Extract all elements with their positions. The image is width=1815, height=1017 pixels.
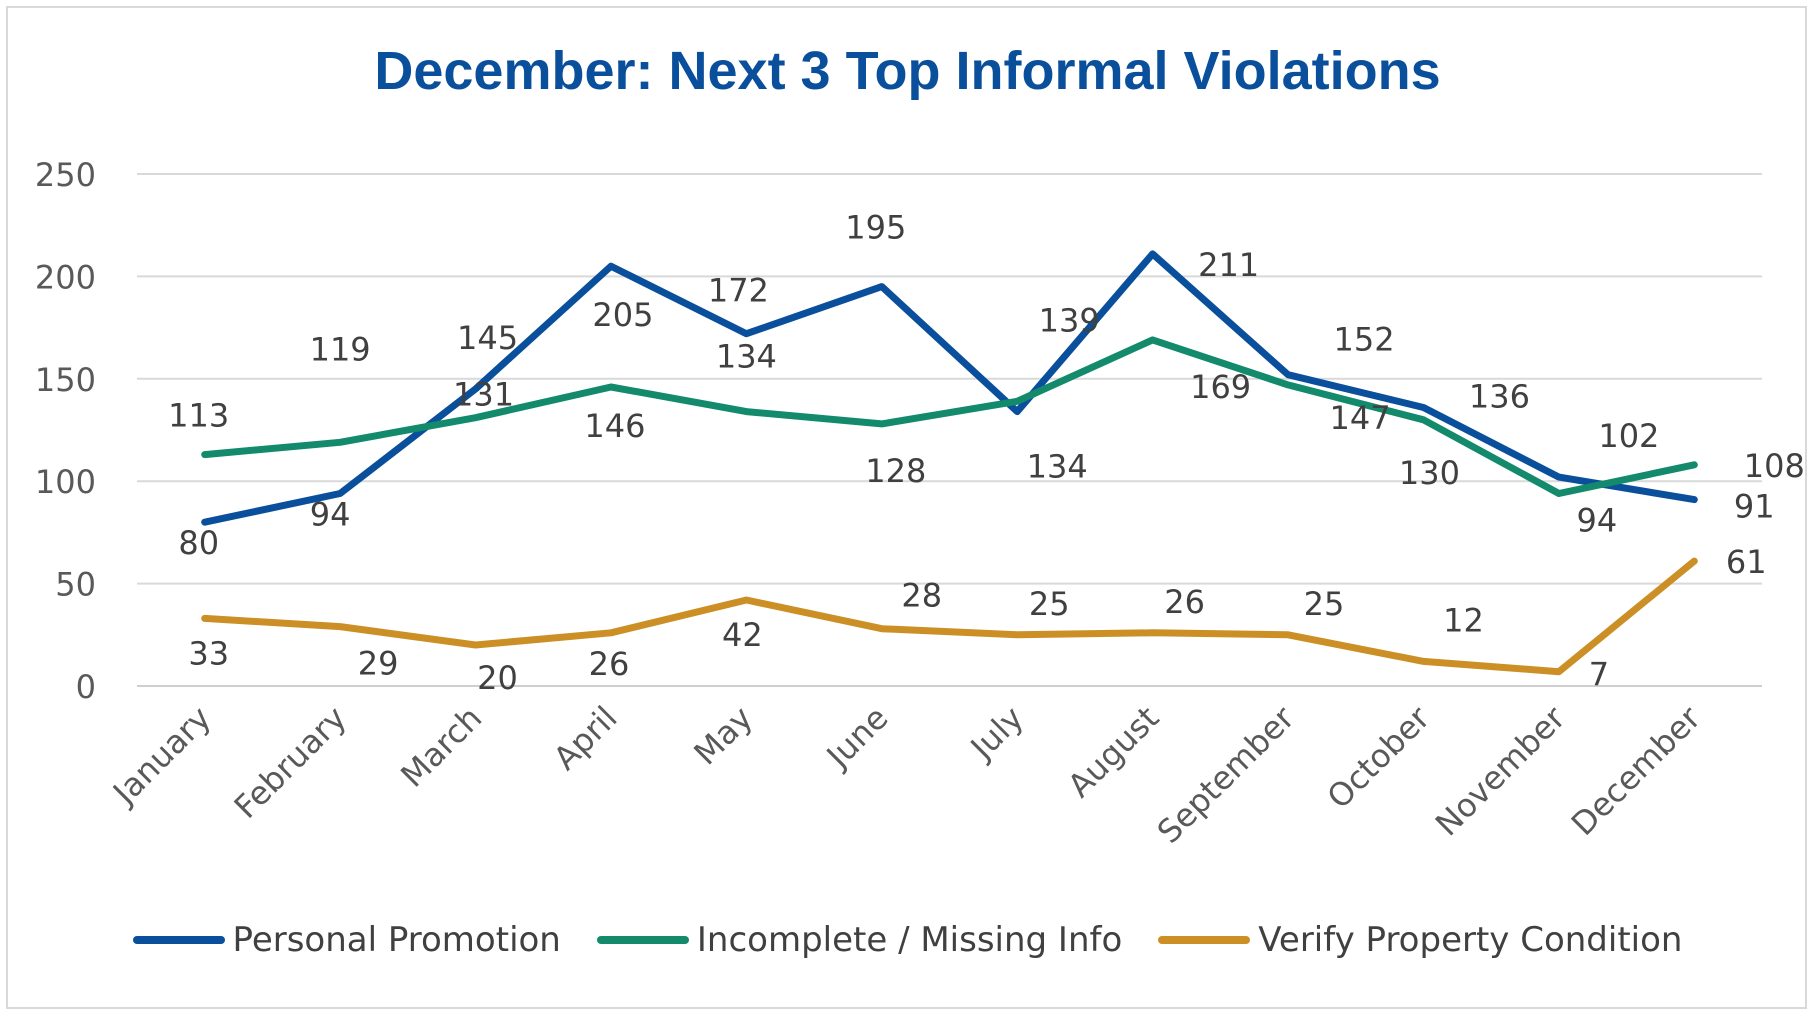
y-tick-label: 50 — [55, 566, 96, 604]
data-label: 146 — [584, 407, 645, 445]
data-label: 80 — [178, 524, 219, 562]
data-label: 7 — [1589, 656, 1609, 694]
data-label: 94 — [310, 495, 351, 533]
data-label: 128 — [865, 452, 926, 490]
data-label: 108 — [1744, 447, 1805, 485]
x-tick-label: April — [546, 699, 625, 778]
legend-swatch — [1158, 936, 1251, 944]
data-label: 205 — [592, 296, 653, 334]
data-label: 172 — [708, 272, 769, 310]
data-label: 12 — [1443, 601, 1484, 639]
data-label: 113 — [168, 397, 229, 435]
legend-label: Incomplete / Missing Info — [696, 920, 1123, 960]
x-tick-label: May — [686, 699, 760, 773]
legend-swatch — [132, 936, 225, 944]
data-label: 145 — [457, 319, 518, 357]
data-label: 131 — [453, 376, 514, 414]
data-label: 26 — [1164, 583, 1205, 621]
y-tick-label: 250 — [35, 156, 96, 194]
x-tick-label: March — [393, 699, 489, 795]
legend-swatch — [596, 936, 689, 944]
data-label: 119 — [310, 330, 371, 368]
data-label: 169 — [1190, 368, 1251, 406]
x-tick-label: July — [962, 699, 1031, 768]
data-label: 152 — [1334, 321, 1395, 359]
legend-label: Personal Promotion — [232, 920, 561, 960]
data-label: 61 — [1726, 543, 1767, 581]
x-tick-label: August — [1060, 699, 1166, 805]
data-label: 25 — [1304, 585, 1345, 623]
data-label: 26 — [589, 645, 630, 683]
chart-title: December: Next 3 Top Informal Violations — [374, 41, 1441, 101]
legend-item-incomplete-missing-info: Incomplete / Missing Info — [596, 920, 1123, 960]
data-label: 20 — [477, 659, 518, 697]
x-tick-label: November — [1428, 698, 1573, 843]
legend-item-personal-promotion: Personal Promotion — [132, 920, 561, 960]
data-label: 42 — [722, 616, 763, 654]
data-label: 91 — [1734, 488, 1775, 526]
series-line — [201, 557, 1698, 676]
x-tick-label: September — [1150, 698, 1303, 851]
legend: Personal Promotion Incomplete / Missing … — [0, 920, 1815, 960]
legend-label: Verify Property Condition — [1258, 920, 1683, 960]
data-label: 134 — [716, 338, 777, 376]
y-tick-label: 100 — [35, 463, 96, 501]
x-tick-label: December — [1564, 698, 1709, 843]
data-label: 28 — [901, 577, 942, 615]
data-label: 134 — [1027, 447, 1088, 485]
x-tick-label: January — [104, 699, 218, 813]
legend-item-verify-property-condition: Verify Property Condition — [1158, 920, 1682, 960]
data-label: 195 — [845, 209, 906, 247]
series-line — [201, 336, 1698, 497]
data-label: 102 — [1598, 417, 1659, 455]
series-line — [201, 250, 1698, 526]
data-label: 33 — [188, 634, 229, 672]
data-label: 130 — [1399, 454, 1460, 492]
data-label: 94 — [1577, 501, 1618, 539]
y-tick-label: 0 — [76, 668, 96, 706]
y-tick-label: 200 — [35, 258, 96, 296]
data-label: 139 — [1039, 302, 1100, 340]
data-label: 29 — [358, 645, 399, 683]
x-tick-label: October — [1320, 698, 1438, 816]
data-label: 211 — [1198, 246, 1259, 284]
y-tick-label: 150 — [35, 361, 96, 399]
data-label: 25 — [1029, 585, 1070, 623]
data-label: 136 — [1469, 377, 1530, 415]
data-label: 147 — [1330, 399, 1391, 437]
x-tick-label: February — [227, 699, 354, 826]
x-tick-label: June — [818, 699, 896, 777]
